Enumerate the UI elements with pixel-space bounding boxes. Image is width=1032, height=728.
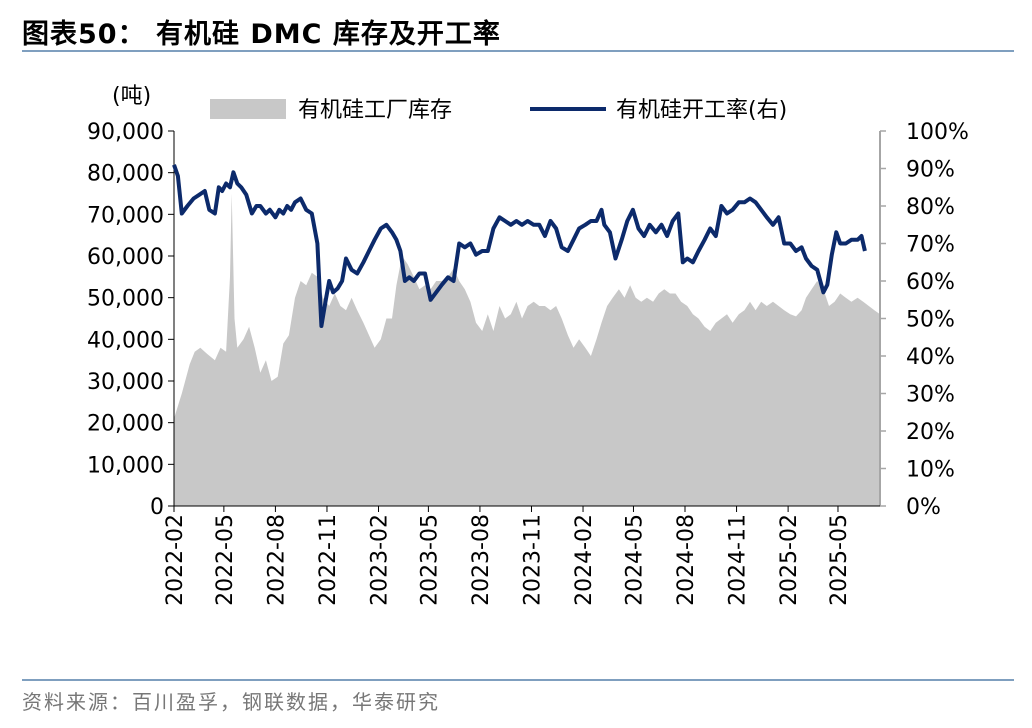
x-tick-label: 2022-08 [264,514,289,606]
x-tick-label: 2022-02 [163,514,188,606]
x-tick-label: 2024-05 [622,514,647,606]
x-tick-label: 2022-05 [213,514,238,606]
utilization-line-layer [172,164,867,328]
y-left-tick-label: 40,000 [87,328,164,353]
title-divider [22,50,1014,52]
x-tick-label: 2023-02 [368,514,393,606]
x-tick-label: 2023-08 [469,514,494,606]
y-right-tick-label: 100% [906,120,969,145]
y-left-tick-label: 30,000 [87,370,164,395]
axes-layer: 90,000 80,000 70,000 60,000 50,000 40,000 30,0… [87,120,969,606]
y-left-tick-label: 10,000 [87,453,164,478]
y-left-tick-label: 0 [150,495,164,520]
x-tick-label: 2023-05 [417,514,442,606]
y-right-tick-label: 80% [906,195,955,220]
footer-divider [22,679,1014,681]
chart-title: 图表50： 有机硅 DMC 库存及开工率 [22,19,501,50]
dmc-inventory-utilization-chart: (吨) 有机硅工厂库存 有机硅开工率(右) 90,000 80,000 70,000… [87,84,969,606]
legend-label-utilization: 有机硅开工率(右) [616,98,787,123]
x-tick-label: 2025-05 [827,514,852,606]
inventory-area [174,193,880,506]
x-tick-label: 2024-11 [726,514,751,606]
y-right-tick-label: 0% [906,495,941,520]
utilization-line [172,164,867,328]
x-tick-label: 2024-02 [572,514,597,606]
y-left-tick-label: 90,000 [87,120,164,145]
x-tick-label: 2023-11 [520,514,545,606]
x-tick-label: 2024-08 [674,514,699,606]
y-left-tick-label: 70,000 [87,203,164,228]
y-right-tick-label: 20% [906,420,955,445]
y-left-tick-label: 80,000 [87,162,164,187]
y-right-tick-label: 40% [906,345,955,370]
source-note: 资料来源：百川盈孚，钢联数据，华泰研究 [22,690,440,714]
legend: 有机硅工厂库存 有机硅开工率(右) [210,98,787,123]
y-right-tick-label: 90% [906,158,955,183]
y-right-tick-label: 60% [906,270,955,295]
y-left-tick-label: 50,000 [87,287,164,312]
legend-swatch-inventory [210,99,286,119]
y-left-tick-label: 20,000 [87,412,164,437]
y-left-tick-label: 60,000 [87,245,164,270]
y-left-unit-label: (吨) [112,84,151,109]
legend-label-inventory: 有机硅工厂库存 [298,98,452,123]
y-right-tick-label: 10% [906,458,955,483]
y-right-tick-label: 50% [906,308,955,333]
x-tick-label: 2025-02 [777,514,802,606]
inventory-area-layer [174,193,880,506]
y-right-tick-label: 30% [906,383,955,408]
y-right-tick-label: 70% [906,233,955,258]
x-tick-label: 2022-11 [316,514,341,606]
